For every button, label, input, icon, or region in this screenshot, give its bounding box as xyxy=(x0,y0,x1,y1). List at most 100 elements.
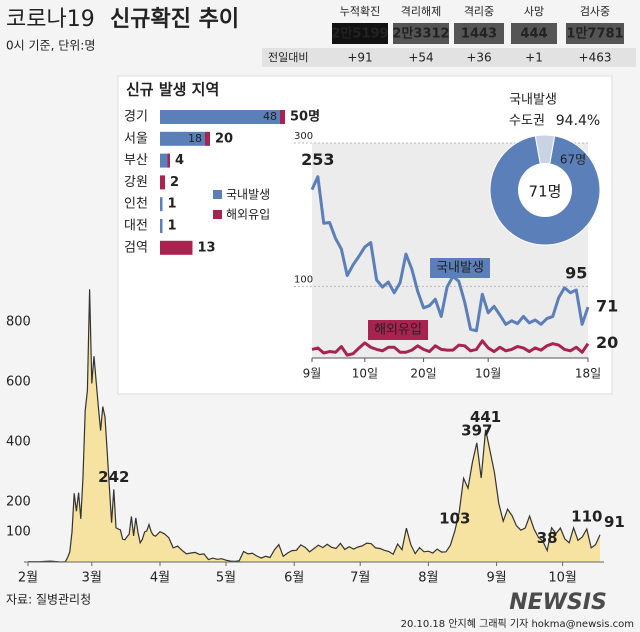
stat-total: 1만7781 xyxy=(566,26,623,42)
subtitle: 0시 기준, 단위:명 xyxy=(6,39,95,53)
center-label: 71명 xyxy=(529,183,562,201)
bar-value-label: 48 xyxy=(263,110,277,123)
y-tick-label: 200 xyxy=(6,495,31,510)
series-tag-bg xyxy=(368,320,428,340)
total-label: 1 xyxy=(168,219,177,234)
x-tick-label: 20일 xyxy=(410,367,436,381)
y-tick-label: 100 xyxy=(294,274,313,285)
bar-value-label: 18 xyxy=(188,132,202,145)
total-label: 4 xyxy=(175,153,184,168)
watermark: NEWSIS xyxy=(509,590,607,615)
x-tick-label: 8월 xyxy=(418,571,438,586)
stat-total: 2만5199 xyxy=(331,26,388,42)
inset-title: 신규 발생 지역 xyxy=(126,81,219,99)
area-line xyxy=(28,289,601,563)
stat-box xyxy=(393,23,449,44)
x-tick-label: 7월 xyxy=(350,571,370,586)
series-line xyxy=(311,339,590,357)
stat-change: +1 xyxy=(525,51,543,65)
value-label: 103 xyxy=(439,510,470,528)
x-tick-label: 4월 xyxy=(150,571,170,586)
value-label: 253 xyxy=(301,150,334,169)
bar xyxy=(205,131,210,146)
stat-label: 검사중 xyxy=(580,5,610,18)
category-label: 인천 xyxy=(124,197,148,212)
y-tick-label: 600 xyxy=(6,375,31,390)
bar xyxy=(160,110,280,124)
total-label: 1 xyxy=(168,197,177,212)
value-label: 95 xyxy=(565,263,587,282)
title-bold: 신규확진 추이 xyxy=(110,7,239,32)
stat-total: 2만3312 xyxy=(392,26,449,42)
total-label: 2 xyxy=(170,175,179,190)
pie-title: 국내발생 xyxy=(509,93,557,108)
stat-change: +54 xyxy=(408,51,433,65)
category-label: 검역 xyxy=(124,240,148,255)
bar xyxy=(160,240,193,255)
stat-label: 사망 xyxy=(524,5,544,18)
legend-swatch xyxy=(213,210,222,219)
slice-label: 67명 xyxy=(560,153,586,167)
y-tick-label: 400 xyxy=(6,435,31,450)
stat-change: +91 xyxy=(347,51,372,65)
bar xyxy=(160,219,163,233)
stat-box xyxy=(511,23,557,44)
value-label: 441 xyxy=(470,408,501,426)
category-label: 강원 xyxy=(124,175,148,190)
stat-box xyxy=(454,23,504,44)
value-label: 110 xyxy=(571,508,602,526)
x-tick-label: 9월 xyxy=(486,571,506,586)
bar xyxy=(160,131,205,146)
value-label: 38 xyxy=(537,529,558,547)
y-tick-label: 800 xyxy=(6,315,31,330)
category-label: 서울 xyxy=(124,131,148,146)
x-tick-label: 6월 xyxy=(284,571,304,586)
y-tick-label: 100 xyxy=(6,525,31,540)
stat-change: +36 xyxy=(466,51,491,65)
stat-change: +463 xyxy=(579,51,612,65)
stat-label: 누적확진 xyxy=(340,5,380,18)
x-tick-label: 9월 xyxy=(303,367,322,381)
stat-label: 격리해제 xyxy=(401,4,441,18)
legend-swatch xyxy=(213,190,222,199)
value-label: 242 xyxy=(98,468,129,486)
category-label: 대전 xyxy=(124,219,148,234)
area-fill xyxy=(28,289,600,562)
series-tag: 국내발생 xyxy=(436,261,484,276)
pie-highlight: 94.4% xyxy=(556,113,600,129)
stat-box xyxy=(332,23,388,44)
pie-subtitle: 수도권 xyxy=(509,114,545,129)
category-label: 경기 xyxy=(124,110,148,125)
stat-box xyxy=(566,23,624,44)
x-tick-label: 10월 xyxy=(475,367,501,381)
legend-label: 해외유입 xyxy=(226,208,270,222)
x-tick-label: 2월 xyxy=(18,571,38,586)
pie-hole xyxy=(518,163,572,217)
legend-label: 국내발생 xyxy=(226,188,270,202)
title-light: 코로나19 xyxy=(6,7,95,32)
x-tick-label: 3월 xyxy=(82,571,102,586)
series-line xyxy=(310,175,590,333)
total-label: 50명 xyxy=(290,109,320,125)
stat-label: 격리중 xyxy=(464,5,494,18)
value-label: 397 xyxy=(461,421,492,439)
value-label: 71 xyxy=(596,297,618,316)
bar xyxy=(160,175,165,190)
credit: 20.10.18 안지혜 그래픽 기자 hokma@newsis.com xyxy=(401,618,634,630)
value-label: 20 xyxy=(596,333,618,352)
stats-change-row xyxy=(262,48,636,67)
stat-total: 444 xyxy=(520,27,547,42)
bar xyxy=(167,153,170,168)
value-label: 91 xyxy=(604,513,625,531)
category-label: 부산 xyxy=(124,153,148,168)
x-tick-label: 5월 xyxy=(216,571,236,586)
bar xyxy=(160,153,168,168)
total-label: 13 xyxy=(198,240,216,255)
stat-total: 1443 xyxy=(461,27,497,42)
total-label: 20 xyxy=(215,131,233,146)
y-tick-label: 300 xyxy=(294,131,313,142)
x-tick-label: 18일 xyxy=(575,367,601,381)
change-label: 전일대비 xyxy=(268,50,308,64)
bar xyxy=(280,110,285,124)
bar xyxy=(160,197,163,212)
